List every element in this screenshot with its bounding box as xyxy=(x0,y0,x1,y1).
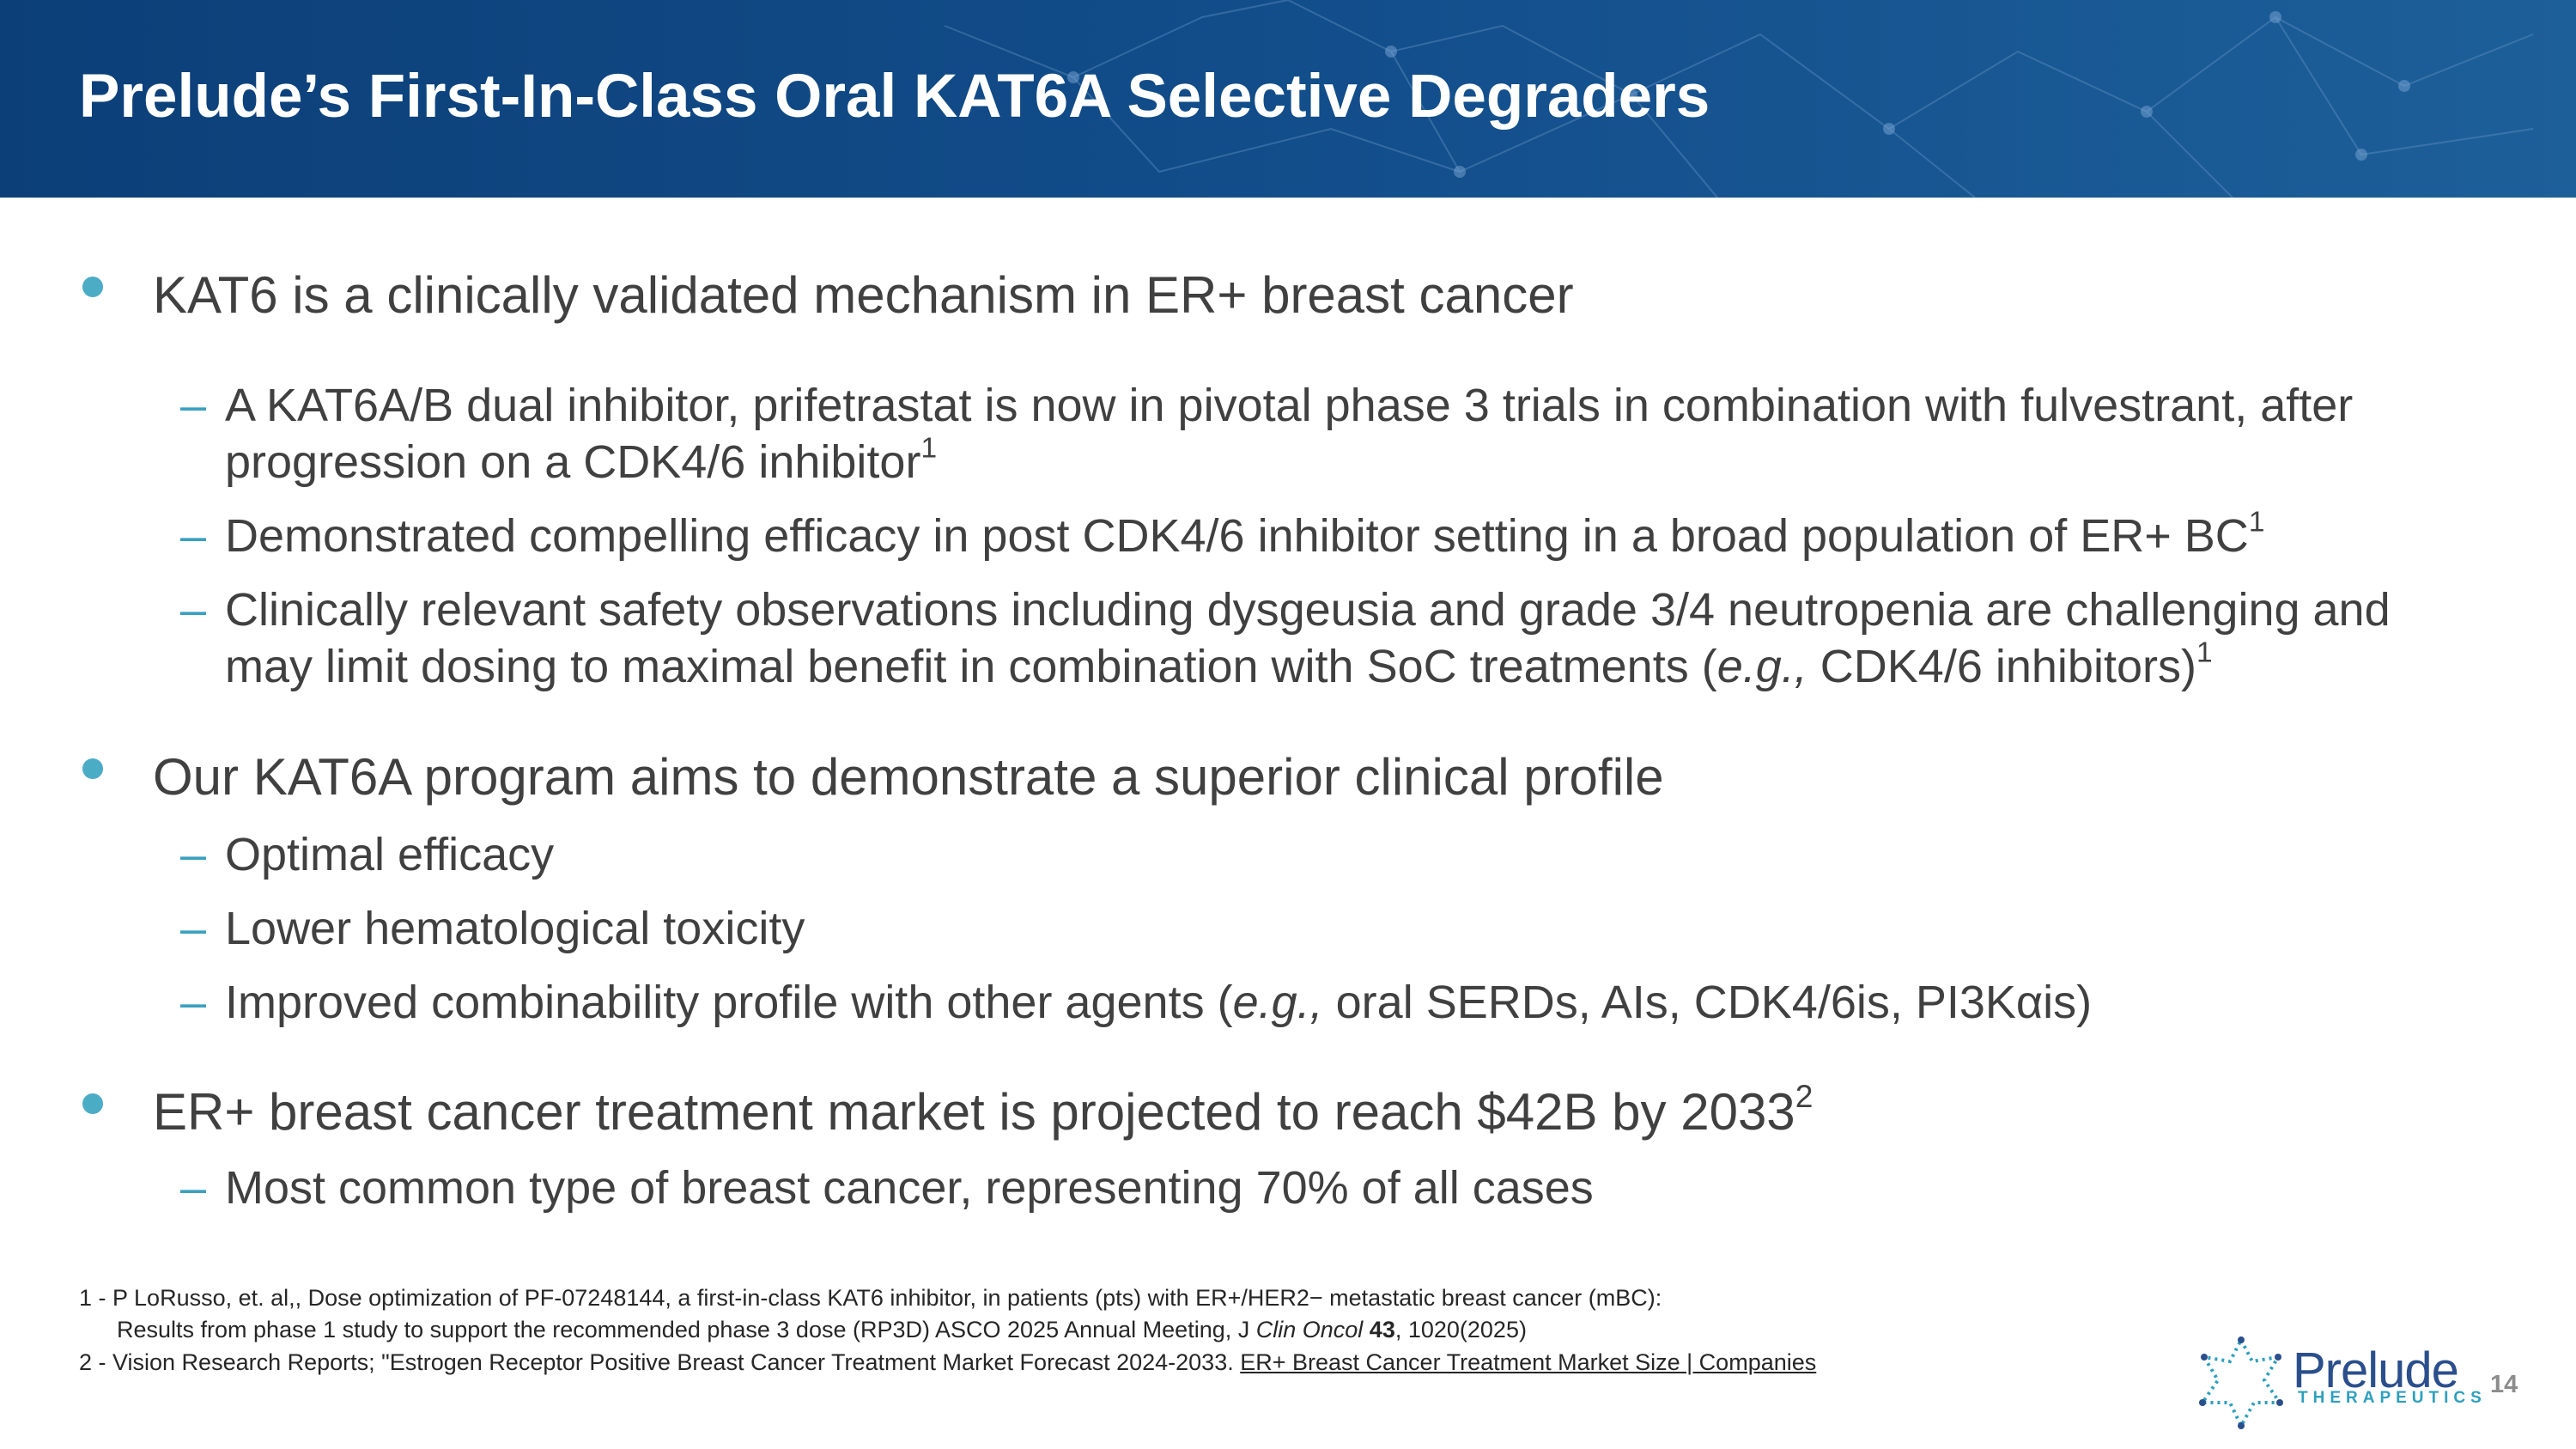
dash: – xyxy=(180,510,207,562)
logo-name: Prelude xyxy=(2293,1342,2459,1398)
sub-item: Demonstrated compelling efficacy in post… xyxy=(225,508,2458,564)
text-run: Results from phase 1 study to support th… xyxy=(117,1317,1256,1342)
text-run: e.g., xyxy=(1232,977,1323,1028)
logo-mark xyxy=(2199,1336,2283,1430)
text-run: A KAT6A/B dual inhibitor, prifetrastat i… xyxy=(225,380,2354,488)
text-run: KAT6 is a clinically validated mechanism… xyxy=(153,266,1574,324)
bullet-text: Our KAT6A program aims to demonstrate a … xyxy=(153,747,1664,807)
text-run: oral SERDs, AIs, CDK4/6is, PI3Kαis) xyxy=(1322,977,2093,1028)
dash: – xyxy=(180,903,207,954)
footnote: 1 - P LoRusso, et. al,, Dose optimizatio… xyxy=(79,1282,1662,1314)
text-run: Our KAT6A program aims to demonstrate a … xyxy=(153,748,1664,806)
text-run: CDK4/6 inhibitors) xyxy=(1807,641,2196,692)
text-run: Improved combinability profile with othe… xyxy=(225,977,1233,1028)
text-run: Clin Oncol xyxy=(1255,1317,1364,1342)
text-run: 2 xyxy=(1795,1077,1814,1114)
dash: – xyxy=(180,829,207,880)
text-run: Demonstrated compelling efficacy in post… xyxy=(225,510,2249,562)
bullet-dot xyxy=(82,758,103,779)
logo-tagline: THERAPEUTICS xyxy=(2298,1389,2487,1407)
footnote: Results from phase 1 study to support th… xyxy=(117,1314,1527,1346)
text-run: 1 xyxy=(2196,636,2213,669)
text-run: ER+ Breast Cancer Treatment Market Size … xyxy=(1240,1349,1817,1375)
sub-item: Most common type of breast cancer, repre… xyxy=(225,1160,2458,1216)
dash: – xyxy=(180,977,207,1028)
sub-item: Clinically relevant safety observations … xyxy=(225,581,2458,695)
bullet-text: ER+ breast cancer treatment market is pr… xyxy=(153,1080,1813,1142)
text-run: Lower hematological toxicity xyxy=(225,903,805,954)
sub-item: Improved combinability profile with othe… xyxy=(225,974,2458,1031)
header-pattern xyxy=(944,0,2534,198)
header: Prelude’s First-In-Class Oral KAT6A Sele… xyxy=(0,0,2576,198)
text-run: e.g., xyxy=(1716,641,1807,692)
text-run: Most common type of breast cancer, repre… xyxy=(225,1162,1594,1214)
text-run: ER+ breast cancer treatment market is pr… xyxy=(153,1083,1795,1141)
bullet-dot xyxy=(82,277,103,297)
page-number: 14 xyxy=(2490,1371,2518,1398)
dash: – xyxy=(180,380,207,431)
text-run: 43 xyxy=(1369,1317,1395,1342)
sub-item: Lower hematological toxicity xyxy=(225,900,2458,957)
sub-item: Optimal efficacy xyxy=(225,826,2458,883)
text-run: Optimal efficacy xyxy=(225,829,555,880)
text-run: 2 - Vision Research Reports; "Estrogen R… xyxy=(79,1349,1241,1375)
bullet-dot xyxy=(82,1093,103,1114)
footnote: 2 - Vision Research Reports; "Estrogen R… xyxy=(79,1347,1816,1379)
text-run: , 1020(2025) xyxy=(1394,1317,1527,1342)
text-run: 1 xyxy=(2248,506,2265,539)
text-run: Clinically relevant safety observations … xyxy=(225,584,2391,692)
sub-item: A KAT6A/B dual inhibitor, prifetrastat i… xyxy=(225,377,2458,490)
bullet-text: KAT6 is a clinically validated mechanism… xyxy=(153,265,1574,326)
text-run: 1 xyxy=(920,432,938,465)
slide-title: Prelude’s First-In-Class Oral KAT6A Sele… xyxy=(79,63,1710,131)
text-run xyxy=(1363,1317,1370,1342)
text-run: 1 - P LoRusso, et. al,, Dose optimizatio… xyxy=(79,1285,1662,1311)
dash: – xyxy=(180,584,207,636)
dash: – xyxy=(180,1162,207,1214)
